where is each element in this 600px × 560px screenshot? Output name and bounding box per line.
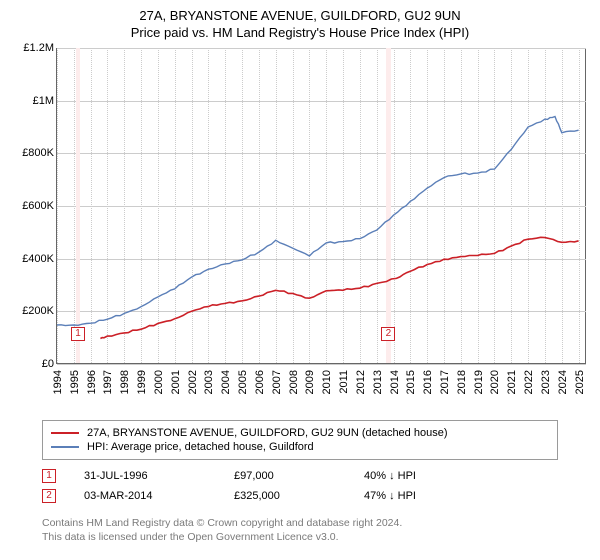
legend-swatch xyxy=(51,432,79,434)
x-axis-label: 2011 xyxy=(338,370,350,394)
transaction-row: 2 03-MAR-2014£325,00047% ↓ HPI xyxy=(42,486,558,506)
plot-area: 12 xyxy=(56,48,586,364)
x-axis-label: 2005 xyxy=(237,370,249,394)
series-line xyxy=(100,237,578,338)
x-axis-label: 2008 xyxy=(288,370,300,394)
x-axis-label: 1998 xyxy=(119,370,131,394)
chart: 12 £0£200K£400K£600K£800K£1M£1.2M1994199… xyxy=(10,48,590,408)
x-axis-label: 2018 xyxy=(456,370,468,394)
x-axis-label: 2024 xyxy=(557,370,569,394)
x-axis-label: 1996 xyxy=(86,370,98,394)
y-axis-label: £800K xyxy=(10,147,54,159)
x-axis-label: 2025 xyxy=(574,370,586,394)
chart-subtitle: Price paid vs. HM Land Registry's House … xyxy=(10,25,590,42)
x-axis-label: 2022 xyxy=(523,370,535,394)
footer-line1: Contains HM Land Registry data © Crown c… xyxy=(42,516,558,530)
footer-line2: This data is licensed under the Open Gov… xyxy=(42,530,558,544)
y-axis-label: £1M xyxy=(10,95,54,107)
x-axis-label: 2020 xyxy=(489,370,501,394)
transaction-marker: 1 xyxy=(71,327,85,341)
chart-header: 27A, BRYANSTONE AVENUE, GUILDFORD, GU2 9… xyxy=(0,0,600,48)
footer: Contains HM Land Registry data © Crown c… xyxy=(42,516,558,544)
x-axis-label: 2001 xyxy=(170,370,182,394)
row-delta: 40% ↓ HPI xyxy=(364,470,484,482)
row-date: 03-MAR-2014 xyxy=(84,490,234,502)
y-axis-label: £400K xyxy=(10,253,54,265)
transactions-table: 1 31-JUL-1996£97,00040% ↓ HPI 2 03-MAR-2014… xyxy=(42,466,558,506)
row-price: £325,000 xyxy=(234,490,364,502)
x-axis-label: 2023 xyxy=(540,370,552,394)
x-axis-label: 2006 xyxy=(254,370,266,394)
x-axis-label: 1994 xyxy=(52,370,64,394)
legend: 27A, BRYANSTONE AVENUE, GUILDFORD, GU2 9… xyxy=(42,420,558,460)
y-axis-label: £1.2M xyxy=(10,42,54,54)
x-axis-label: 2007 xyxy=(271,370,283,394)
x-axis-label: 2019 xyxy=(473,370,485,394)
x-axis-label: 2014 xyxy=(389,370,401,394)
chart-title: 27A, BRYANSTONE AVENUE, GUILDFORD, GU2 9… xyxy=(10,8,590,25)
x-axis-label: 1995 xyxy=(69,370,81,394)
y-axis-label: £0 xyxy=(10,358,54,370)
legend-label: 27A, BRYANSTONE AVENUE, GUILDFORD, GU2 9… xyxy=(87,427,448,439)
x-axis-label: 2002 xyxy=(187,370,199,394)
x-axis-label: 2004 xyxy=(220,370,232,394)
x-axis-label: 2013 xyxy=(372,370,384,394)
x-axis-label: 1999 xyxy=(136,370,148,394)
transaction-marker: 2 xyxy=(381,327,395,341)
y-axis-label: £200K xyxy=(10,305,54,317)
row-date: 31-JUL-1996 xyxy=(84,470,234,482)
row-marker: 2 xyxy=(42,489,56,503)
x-axis-label: 2015 xyxy=(405,370,417,394)
x-axis-label: 2012 xyxy=(355,370,367,394)
x-axis-label: 2000 xyxy=(153,370,165,394)
y-axis-label: £600K xyxy=(10,200,54,212)
x-axis-label: 2016 xyxy=(422,370,434,394)
row-marker: 1 xyxy=(42,469,56,483)
legend-swatch xyxy=(51,446,79,448)
chart-lines xyxy=(57,48,587,364)
legend-item: HPI: Average price, detached house, Guil… xyxy=(51,440,549,454)
gridline-h xyxy=(57,364,586,365)
x-axis-label: 2009 xyxy=(304,370,316,394)
row-price: £97,000 xyxy=(234,470,364,482)
x-axis-label: 2003 xyxy=(203,370,215,394)
x-axis-label: 2010 xyxy=(321,370,333,394)
legend-item: 27A, BRYANSTONE AVENUE, GUILDFORD, GU2 9… xyxy=(51,426,549,440)
row-delta: 47% ↓ HPI xyxy=(364,490,484,502)
x-axis-label: 2017 xyxy=(439,370,451,394)
transaction-row: 1 31-JUL-1996£97,00040% ↓ HPI xyxy=(42,466,558,486)
legend-label: HPI: Average price, detached house, Guil… xyxy=(87,441,314,453)
x-axis-label: 2021 xyxy=(506,370,518,394)
x-axis-label: 1997 xyxy=(102,370,114,394)
